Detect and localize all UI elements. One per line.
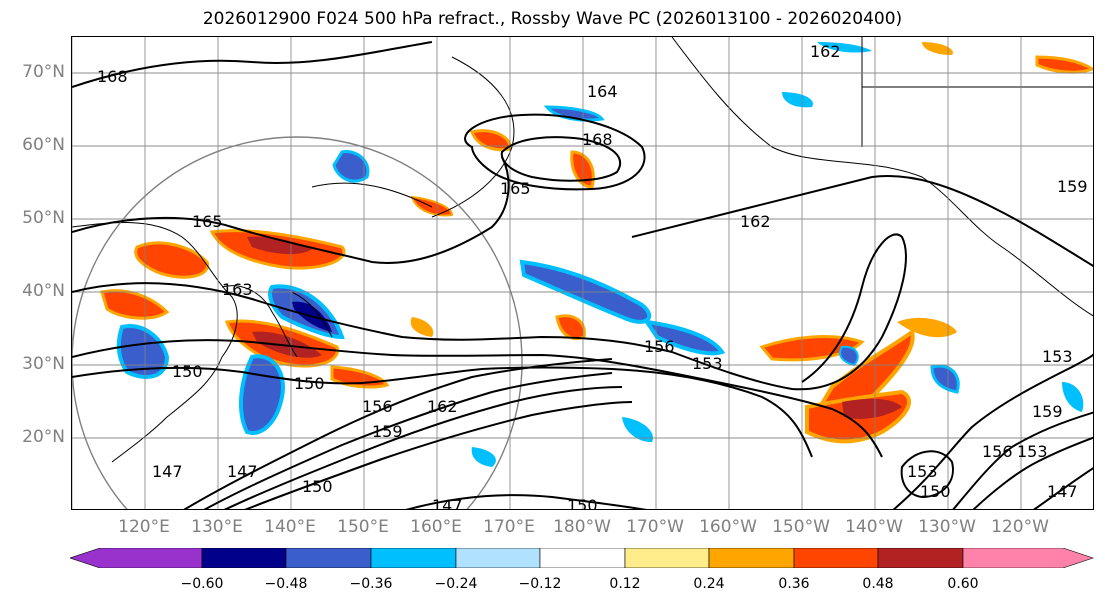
contour-label: 159	[1032, 402, 1063, 421]
lat-label-50n: 50°N	[22, 208, 65, 228]
contour-label: 153	[692, 354, 723, 373]
lat-label-40n: 40°N	[22, 281, 65, 301]
contour-label: 162	[810, 42, 841, 61]
contour-label: 159	[1057, 177, 1088, 196]
lon-label-120w: 120°W	[991, 517, 1049, 537]
lon-label-160w: 160°W	[699, 517, 757, 537]
contour-label: 147	[1047, 482, 1078, 501]
lon-label-130e: 130°E	[191, 517, 243, 537]
lon-label-150w: 150°W	[772, 517, 830, 537]
colorbar-segment	[708, 548, 795, 568]
contour-label: 150	[920, 482, 951, 501]
lon-label-180w: 180°W	[553, 517, 611, 537]
shaded-anomaly-patches	[100, 42, 1093, 467]
colorbar-segment	[285, 548, 372, 568]
contour-label: 165	[192, 212, 223, 231]
contour-label: 156	[982, 442, 1013, 461]
lat-label-30n: 30°N	[22, 354, 65, 374]
lon-label-140e: 140°E	[264, 517, 316, 537]
coastlines	[72, 37, 1093, 463]
great-circle-outline	[72, 136, 523, 509]
lon-label-150e: 150°E	[337, 517, 389, 537]
gridlines	[72, 37, 1093, 509]
lon-label-170e: 170°E	[483, 517, 535, 537]
contour-label: 162	[427, 397, 458, 416]
map-canvas: 168 162 164 168 165 165 162 159 163 156 …	[72, 37, 1093, 510]
lon-label-120e: 120°E	[118, 517, 170, 537]
contour-label: 153	[907, 462, 938, 481]
contour-label: 156	[362, 397, 393, 416]
contour-label: 153	[1042, 347, 1073, 366]
contour-label: 164	[587, 82, 618, 101]
lat-label-20n: 20°N	[22, 427, 65, 447]
contour-label: 162	[740, 212, 771, 231]
colorbar-segment	[201, 548, 287, 568]
contour-label: 150	[172, 362, 203, 381]
colorbar-tick-label: 0.60	[947, 576, 979, 592]
lat-label-60n: 60°N	[22, 135, 65, 155]
colorbar-segment	[539, 548, 626, 568]
colorbar-tick-label: −0.48	[264, 576, 308, 592]
contour-label: 147	[152, 462, 183, 481]
contour-label: 168	[97, 67, 128, 86]
colorbar	[70, 548, 1094, 568]
contour-label: 147	[227, 462, 258, 481]
lat-label-70n: 70°N	[22, 62, 65, 82]
colorbar-segment	[455, 548, 541, 568]
lon-label-170w: 170°W	[626, 517, 684, 537]
colorbar-tick-label: 0.36	[778, 576, 810, 592]
colorbar-segment	[370, 548, 457, 568]
contour-label: 156	[644, 337, 675, 356]
contour-label: 163	[222, 280, 253, 299]
colorbar-segment	[624, 548, 710, 568]
colorbar-tick-label: −0.24	[434, 576, 478, 592]
colorbar-tick-label: −0.36	[349, 576, 393, 592]
colorbar-segment	[793, 548, 879, 568]
colorbar-tick-label: 0.12	[609, 576, 641, 592]
contour-label: 168	[582, 130, 613, 149]
map-title: 2026012900 F024 500 hPa refract., Rossby…	[202, 9, 903, 29]
lon-label-160e: 160°E	[410, 517, 462, 537]
colorbar-tick-label: −0.60	[180, 576, 224, 592]
colorbar-tick-label: 0.48	[862, 576, 894, 592]
colorbar-tick-label: −0.12	[518, 576, 562, 592]
map-panel[interactable]: 168 162 164 168 165 165 162 159 163 156 …	[71, 36, 1094, 510]
contour-label: 165	[500, 179, 531, 198]
contour-label: 159	[372, 422, 403, 441]
contour-label: 153	[1017, 442, 1048, 461]
colorbar-segment	[70, 548, 203, 568]
contour-labels: 168 162 164 168 165 165 162 159 163 156 …	[97, 42, 1088, 510]
lon-label-130w: 130°W	[918, 517, 976, 537]
colorbar-segment	[962, 548, 1094, 568]
contour-label: 150	[294, 374, 325, 393]
height-contours	[72, 41, 1093, 509]
colorbar-segment	[877, 548, 964, 568]
lon-label-140w: 140°W	[845, 517, 903, 537]
contour-label: 150	[302, 477, 333, 496]
contour-label: 147	[432, 496, 463, 510]
contour-label: 150	[567, 496, 598, 510]
colorbar-tick-label: 0.24	[693, 576, 725, 592]
